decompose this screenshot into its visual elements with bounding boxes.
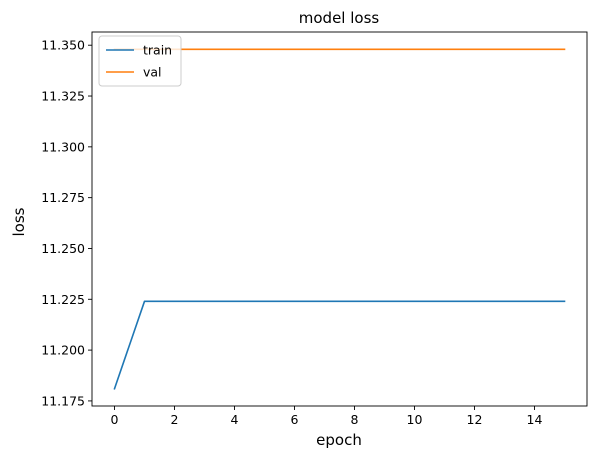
x-tick-label: 10 — [407, 412, 423, 427]
x-tick-label: 12 — [467, 412, 483, 427]
plot-area — [91, 31, 588, 407]
legend: train val — [98, 35, 182, 87]
y-tick-label: 11.350 — [41, 38, 85, 53]
series-line-train — [113, 300, 566, 390]
y-tick-label: 11.325 — [41, 89, 85, 104]
y-tick-label: 11.275 — [41, 190, 85, 205]
y-axis-ticks: 11.175 11.200 11.225 11.250 11.275 11.300 11.3… — [41, 38, 92, 408]
x-tick-label: 2 — [171, 412, 179, 427]
y-tick-label: 11.225 — [41, 292, 85, 307]
x-tick-label: 14 — [527, 412, 543, 427]
x-tick-label: 0 — [111, 412, 119, 427]
legend-label-train: train — [143, 43, 172, 58]
x-tick-label: 6 — [291, 412, 299, 427]
x-tick-label: 8 — [351, 412, 359, 427]
y-axis-label: loss — [10, 207, 28, 236]
x-tick-label: 4 — [231, 412, 239, 427]
y-tick-label: 11.250 — [41, 241, 85, 256]
y-tick-label: 11.300 — [41, 139, 85, 154]
legend-label-val: val — [143, 65, 162, 80]
chart-title: model loss — [299, 9, 380, 27]
y-tick-label: 11.175 — [41, 393, 85, 408]
plot-frame — [91, 31, 588, 407]
x-axis-label: epoch — [316, 431, 362, 449]
x-axis-ticks: 0 2 4 6 8 10 12 14 — [111, 406, 543, 427]
y-tick-label: 11.200 — [41, 343, 85, 358]
legend-box — [98, 35, 182, 87]
